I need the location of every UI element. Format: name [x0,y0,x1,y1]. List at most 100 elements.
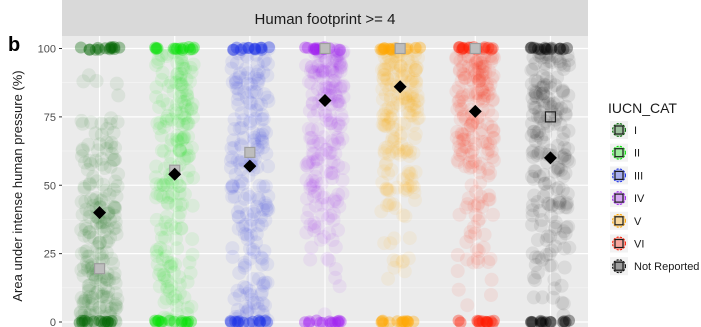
data-point [326,74,341,89]
data-point [173,197,188,212]
data-point [80,263,95,278]
data-point [330,194,345,209]
data-point [74,222,89,237]
data-point [84,115,99,130]
data-point [243,116,258,131]
legend-entry-not-reported: Not Reported [610,257,699,276]
data-point [104,317,117,327]
data-point [312,63,327,78]
data-point [524,128,539,143]
data-point [104,146,119,161]
data-point [169,198,184,212]
data-point [185,97,200,112]
data-point [558,106,573,121]
legend-label: I [634,125,637,137]
data-point [173,70,188,85]
data-point [401,251,416,266]
data-point [251,191,266,206]
data-point [88,153,103,168]
data-point [561,219,576,234]
data-point [453,41,466,54]
data-point [328,67,343,82]
data-point [550,70,565,85]
data-point [244,77,258,92]
data-point [160,97,175,112]
data-point [169,132,184,147]
data-point [395,91,410,106]
data-point [237,316,250,327]
data-point [403,98,418,113]
data-point [463,160,477,175]
data-point [249,85,264,100]
data-point [530,148,545,162]
data-point [532,109,547,124]
data-point [318,104,332,119]
data-point [256,202,271,217]
data-point [393,147,408,162]
data-point [247,84,262,99]
data-point [385,144,400,159]
data-point [156,178,171,193]
data-point [378,87,393,102]
data-point [106,182,121,197]
data-point [242,41,255,54]
data-point [99,315,112,327]
data-point [409,74,423,88]
data-point [243,219,258,234]
data-point [408,80,423,95]
data-point [478,41,491,54]
data-point [533,145,548,159]
data-point [315,63,329,78]
data-point [534,80,549,95]
data-point [159,249,174,264]
data-point [260,200,275,215]
data-point [396,208,411,223]
data-point [305,96,320,110]
data-point [526,316,539,327]
point-cloud-v [374,41,426,327]
data-point [179,316,192,327]
data-point [401,54,416,69]
data-point [396,66,410,81]
data-point [182,315,195,327]
data-point [378,42,391,55]
data-point [259,125,273,140]
data-point [170,116,185,131]
data-point [80,162,95,177]
data-point [473,56,488,70]
data-point [470,251,485,266]
data-point [563,314,575,327]
data-point [149,90,164,105]
data-point [556,85,571,100]
data-point [386,108,400,123]
data-point [237,280,252,295]
data-point [165,291,180,306]
median-marker-not-reported [544,111,557,123]
data-point [152,279,167,294]
data-point [183,60,198,75]
data-point [233,200,248,215]
data-point [400,182,415,197]
data-point [305,173,320,188]
data-point [449,51,464,66]
data-point [380,182,395,197]
data-point [78,155,92,170]
data-point [243,317,256,327]
data-point [307,42,320,55]
data-point [474,122,489,137]
data-point [240,232,255,247]
data-point [82,289,97,304]
data-point [468,208,483,222]
data-point [398,183,413,198]
data-point [538,176,553,191]
data-point [540,43,553,55]
data-point [227,112,242,127]
data-point [334,60,349,75]
data-point [386,72,401,87]
data-point [233,43,248,58]
data-point [326,206,341,221]
data-point [79,243,94,258]
data-point [75,143,90,158]
data-point [82,281,96,296]
data-point [485,49,500,64]
